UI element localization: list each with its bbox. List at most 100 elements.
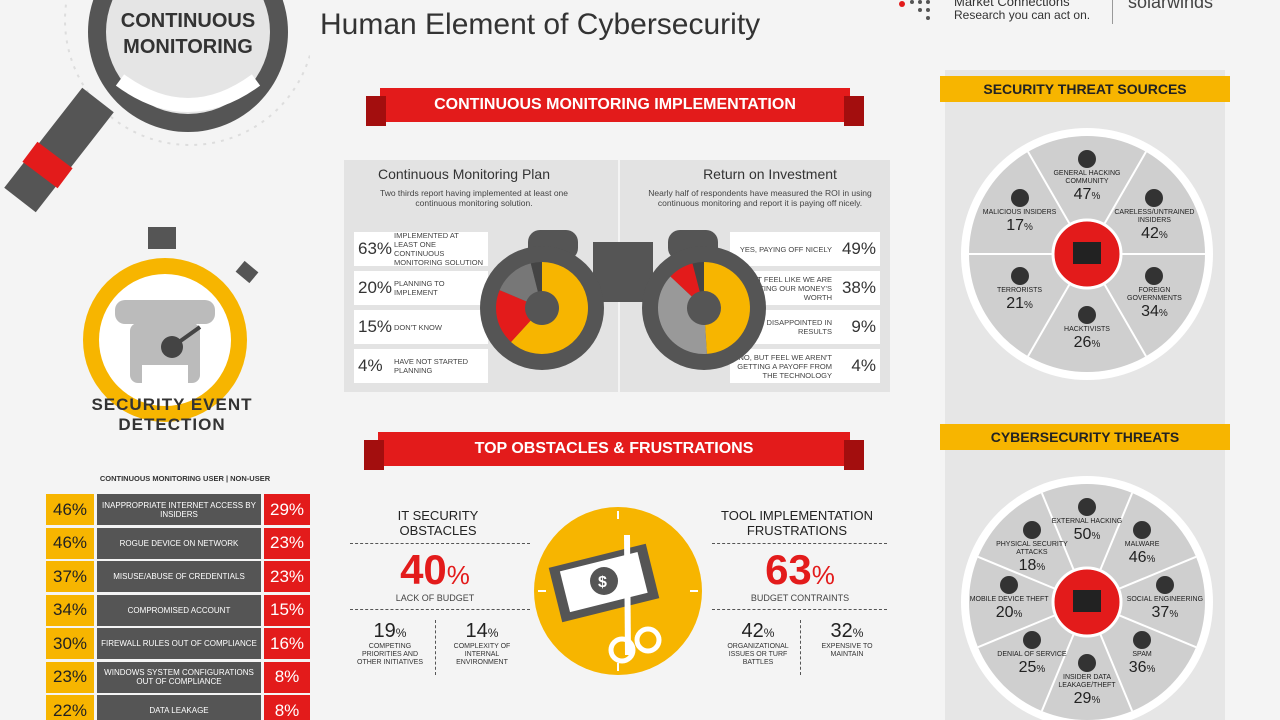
roi-row-label: NO, BUT FEEL LIKE WE ARE GETTING OUR MON… (731, 274, 832, 302)
brand-dots-icon (899, 0, 930, 20)
security-event-row: 46% INAPPROPRIATE INTERNET ACCESS BY INSI… (46, 494, 310, 525)
cyber-threats-wheel (961, 476, 1213, 720)
event-label: ROGUE DEVICE ON NETWORK (97, 527, 261, 559)
event-label: DATA LEAKAGE (97, 695, 261, 720)
donut-slice (511, 262, 588, 354)
user-value: 30% (46, 628, 94, 659)
cyber_threats-segment: MOBILE DEVICE THEFT 20% (966, 576, 1052, 622)
plan-row-label: IMPLEMENTED AT LEAST ONE CONTINUOUS MONI… (394, 231, 484, 267)
plan-desc: Two thirds report having implemented at … (379, 188, 569, 208)
implementation-ribbon: CONTINUOUS MONITORING IMPLEMENTATION (366, 88, 864, 126)
roi-row-label: YES, BUT DISAPPOINTED IN RESULTS (730, 318, 832, 336)
security-event-row: 23% WINDOWS SYSTEM CONFIGURATIONS OUT OF … (46, 661, 310, 693)
nonuser-value: 8% (264, 695, 310, 720)
event-label: FIREWALL RULES OUT OF COMPLIANCE (97, 628, 261, 659)
security-event-row: 30% FIREWALL RULES OUT OF COMPLIANCE 16% (46, 628, 310, 659)
roi-row-value: 9% (851, 317, 876, 336)
nonuser-value: 23% (264, 527, 310, 559)
event-label: MISUSE/ABUSE OF CREDENTIALS (97, 561, 261, 592)
cyber_threats-segment: EXTERNAL HACKING 50% (1044, 498, 1130, 544)
cyber-threats-ribbon: CYBERSECURITY THREATS (940, 424, 1230, 450)
tool-sub-stat: 32% EXPENSIVE TO MAINTAIN (821, 620, 873, 658)
plan-row-value: 4% (358, 356, 383, 375)
security-event-row: 34% COMPROMISED ACCOUNT 15% (46, 594, 310, 626)
implementation-ribbon-label: CONTINUOUS MONITORING IMPLEMENTATION (434, 96, 796, 113)
donut-slice (658, 276, 707, 354)
tool-frustrations-title: TOOL IMPLEMENTATION FRUSTRATIONS (721, 508, 873, 538)
brand-tagline: Research you can act on. (954, 8, 1091, 22)
solarwinds-logo: solarwinds (1128, 0, 1214, 12)
threat_sources-segment: FOREIGN GOVERNMENTS 34% (1111, 266, 1197, 321)
plan-title: Continuous Monitoring Plan (378, 166, 550, 182)
user-value: 34% (46, 594, 94, 626)
roi-row-value: 38% (841, 278, 876, 297)
donut-slice (530, 262, 542, 292)
cyber_threats-segment: PHYSICAL SECURITY ATTACKS 18% (989, 520, 1075, 575)
plan-row-label: PLANNING TO IMPLEMENT (394, 279, 445, 297)
threat-icon (1000, 576, 1019, 594)
threat_sources-segment: MALICIOUS INSIDERS 17% (977, 189, 1063, 235)
threat-icon (1145, 189, 1164, 208)
magnifier-icon (4, 0, 310, 213)
event-label: WINDOWS SYSTEM CONFIGURATIONS OUT OF COM… (97, 661, 261, 693)
svg-text:$: $ (598, 574, 607, 591)
user-value: 22% (46, 695, 94, 720)
user-value: 37% (46, 561, 94, 592)
tool-main-label: BUDGET CONTRAINTS (750, 593, 850, 603)
security-event-title: SECURITY EVENT DETECTION (91, 395, 253, 434)
user-value: 46% (46, 527, 94, 559)
roi-row-label: NO, BUT FEEL WE AREN'T GETTING A PAYOFF … (737, 352, 832, 380)
threat-icon (1022, 520, 1041, 539)
it-main-label: LACK OF BUDGET (395, 593, 475, 603)
roi-row: NO, BUT FEEL WE AREN'T GETTING A PAYOFF … (730, 349, 880, 383)
continuous-monitoring-badge: CONTINUOUS MONITORING (120, 10, 256, 58)
roi-row: YES, PAYING OFF NICELY 49% (730, 232, 880, 266)
threat-icon (1078, 150, 1096, 169)
security-event-row: 46% ROGUE DEVICE ON NETWORK 23% (46, 527, 310, 559)
threat-icon (1078, 498, 1096, 517)
plan-row: 4% HAVE NOT STARTED PLANNING (354, 349, 488, 383)
brand-logo: Market Connections Research you can act … (898, 0, 1258, 28)
donut-slice (499, 263, 538, 302)
obstacles-ribbon: TOP OBSTACLES & FRUSTRATIONS (364, 432, 864, 470)
plan-row: 20% PLANNING TO IMPLEMENT (354, 271, 488, 305)
it-main-value: 40% (400, 546, 470, 593)
cyber_threats-segment: SOCIAL ENGINEERING 37% (1122, 576, 1208, 622)
nonuser-value: 29% (264, 494, 310, 525)
plan-row-value: 63% (358, 239, 393, 258)
cyber_threats-segment: DENIAL OF SERVICE 25% (989, 631, 1075, 677)
threat-icon (1078, 653, 1096, 672)
obstacles-ribbon-label: TOP OBSTACLES & FRUSTRATIONS (474, 440, 754, 457)
threat-icon (1155, 576, 1174, 594)
security-event-row: 37% MISUSE/ABUSE OF CREDENTIALS 23% (46, 561, 310, 592)
roi-title: Return on Investment (703, 166, 837, 182)
plan-row-label: DON'T KNOW (394, 322, 442, 332)
tool-sub-stat: 42% ORGANIZATIONAL ISSUES OR TURF BATTLES (727, 620, 789, 666)
donut-slice (496, 290, 531, 342)
budget-cut-icon: $ (534, 507, 702, 675)
binoculars-icon (480, 230, 766, 370)
roi-row-value: 49% (841, 239, 876, 258)
threat_sources-segment: CARELESS/UNTRAINED INSIDERS 42% (1111, 189, 1197, 243)
threat-icon (1133, 520, 1152, 539)
plan-row: 63% IMPLEMENTED AT LEAST ONE CONTINUOUS M… (354, 231, 488, 267)
brand-name: Market Connections (954, 0, 1070, 9)
threat-icon (1145, 266, 1164, 285)
threat-icon (1010, 189, 1029, 208)
threat-sources-ribbon-label: SECURITY THREAT SOURCES (983, 81, 1187, 97)
cyber_threats-segment: MALWARE 46% (1099, 520, 1185, 567)
user-value: 46% (46, 494, 94, 525)
stopwatch-icon (83, 227, 259, 422)
tool-main-value: 63% (765, 546, 835, 593)
roi-desc: Nearly half of respondents have measured… (648, 188, 872, 208)
cyber-threats-ribbon-label: CYBERSECURITY THREATS (990, 429, 1180, 445)
nonuser-value: 15% (264, 594, 310, 626)
security-event-row: 22% DATA LEAKAGE 8% (46, 695, 310, 720)
event-label: COMPROMISED ACCOUNT (97, 594, 261, 626)
threat-sources-ribbon: SECURITY THREAT SOURCES (940, 76, 1230, 102)
user-value: 23% (46, 661, 94, 693)
nonuser-value: 8% (264, 661, 310, 693)
cyber_threats-segment: SPAM 36% (1099, 631, 1185, 677)
plan-row-label: HAVE NOT STARTED PLANNING (394, 357, 469, 375)
threat_sources-segment: HACKTIVISTS 26% (1044, 305, 1130, 352)
